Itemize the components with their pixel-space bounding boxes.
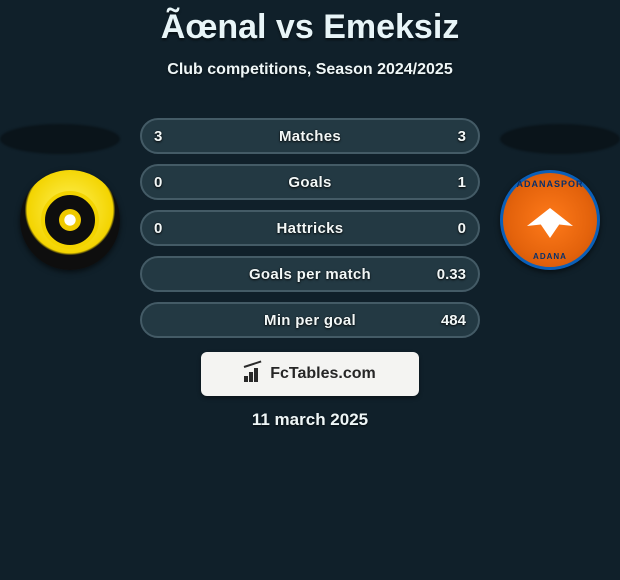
brand-text: FcTables.com	[270, 365, 376, 383]
brand-link[interactable]: FcTables.com	[201, 352, 419, 396]
bar-chart-icon	[244, 366, 264, 382]
date-text: 11 march 2025	[0, 410, 620, 430]
stat-right-value: 0.33	[437, 266, 466, 283]
stat-row-matches: 3 Matches 3	[140, 118, 480, 154]
stat-left-value: 0	[154, 220, 162, 237]
crest-left-dot	[59, 209, 81, 231]
stat-left-value: 0	[154, 174, 162, 191]
stat-right-value: 0	[458, 220, 466, 237]
stat-label: Hattricks	[277, 220, 344, 237]
stat-right-value: 1	[458, 174, 466, 191]
crest-right-top-text: ADANASPOR	[503, 179, 597, 189]
stat-row-hattricks: 0 Hattricks 0	[140, 210, 480, 246]
crest-right-bottom-text: ADANA	[503, 252, 597, 261]
club-logo-left	[20, 170, 120, 270]
stat-label: Min per goal	[264, 312, 356, 329]
page-subtitle: Club competitions, Season 2024/2025	[0, 61, 620, 79]
page-title: Ãœnal vs Emeksiz	[0, 0, 620, 47]
crest-right-bird-icon	[527, 208, 573, 238]
stat-left-value: 3	[154, 128, 162, 145]
shadow-left	[0, 124, 120, 154]
crest-left-inner	[41, 191, 99, 249]
club-logo-right: ADANASPOR ADANA	[500, 170, 600, 270]
stat-label: Goals	[288, 174, 331, 191]
stat-label: Goals per match	[249, 266, 371, 283]
stat-row-goals: 0 Goals 1	[140, 164, 480, 200]
shadow-right	[500, 124, 620, 154]
stat-right-value: 484	[441, 312, 466, 329]
stats-bars: 3 Matches 3 0 Goals 1 0 Hattricks 0 Goal…	[140, 118, 480, 348]
stat-label: Matches	[279, 128, 341, 145]
stat-row-goals-per-match: Goals per match 0.33	[140, 256, 480, 292]
stat-row-min-per-goal: Min per goal 484	[140, 302, 480, 338]
stat-right-value: 3	[458, 128, 466, 145]
